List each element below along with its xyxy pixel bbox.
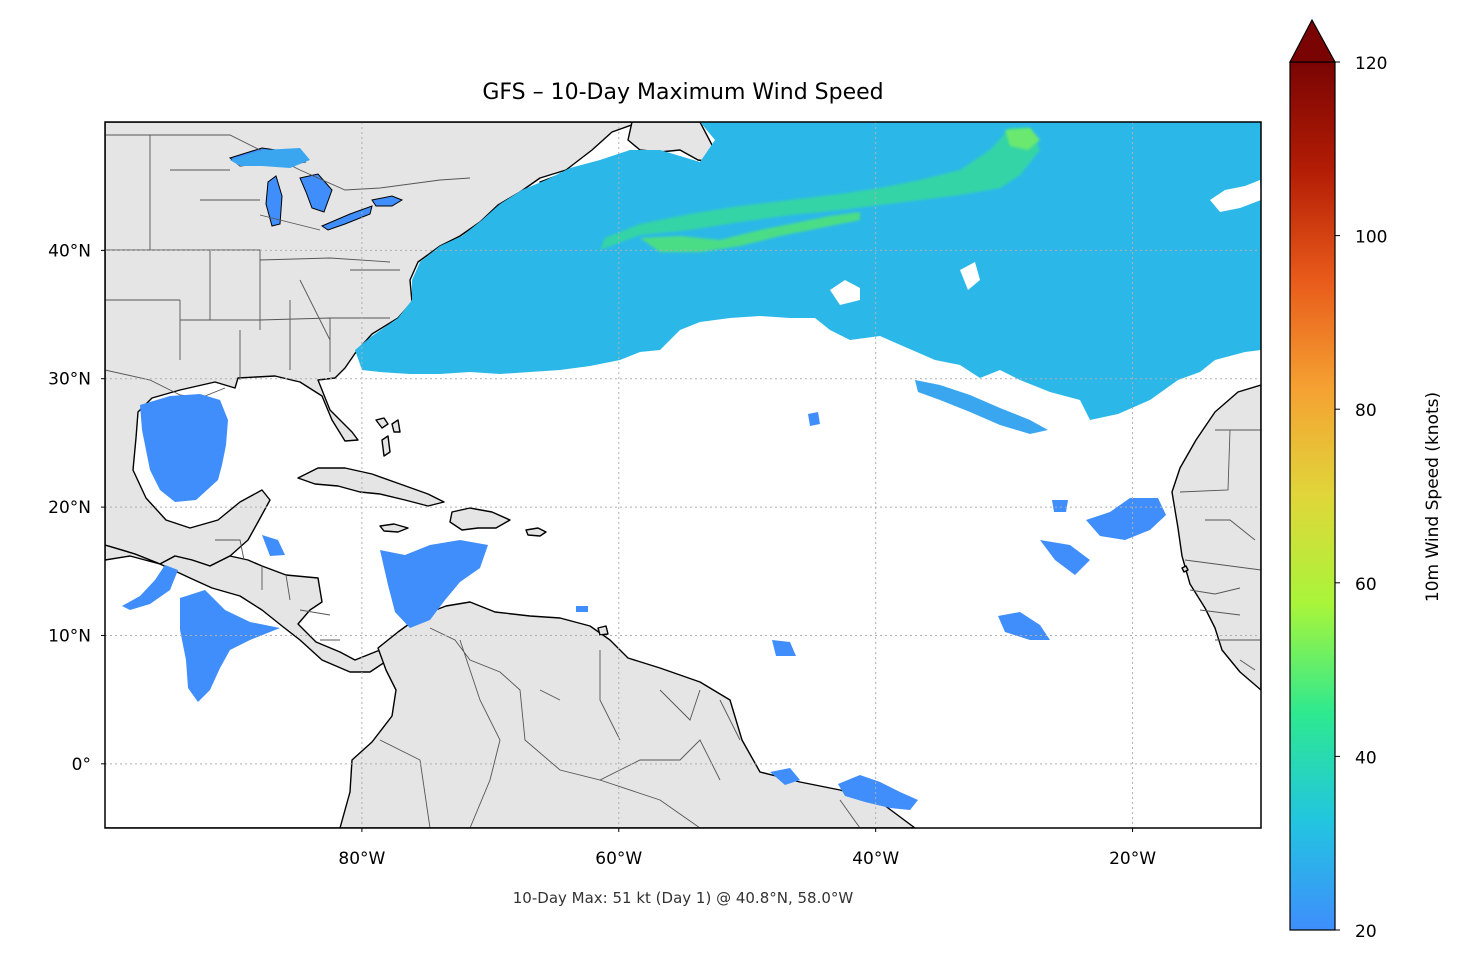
- wind-region-jet-core-2: [640, 212, 860, 252]
- south-america-borders: [379, 627, 861, 828]
- wind-region-atlantic-small-3: [576, 606, 588, 612]
- colorbar-ticks: 20 40 60 80 100 120: [1335, 54, 1387, 942]
- us-mexico-border: [105, 369, 226, 399]
- wind-region-eastern-pacific: [180, 590, 280, 702]
- y-tick-label-0: 40°N: [48, 241, 91, 261]
- wind-region-eastern-tropical-atlantic-2: [1040, 540, 1090, 575]
- wind-region-central-atlantic-dot: [772, 640, 796, 656]
- colorbar-bar: [1289, 61, 1336, 931]
- cuba-island: [297, 467, 445, 507]
- central-america-landmass: [105, 544, 389, 673]
- x-tick-label-1: 60°W: [595, 849, 642, 869]
- africa-borders: [1179, 429, 1261, 671]
- max-wind-annotation: 10-Day Max: 51 kt (Day 1) @ 40.8°N, 58.0…: [513, 889, 854, 907]
- wind-region-north-atlantic-north: [230, 148, 310, 168]
- cape-verde-islands: [1181, 565, 1189, 573]
- wind-region-jet-core-3: [1005, 128, 1040, 150]
- hispaniola-island: [449, 507, 511, 531]
- lake-huron: [299, 173, 333, 213]
- wind-region-peak-wind-maximum: [600, 128, 1040, 250]
- y-tick-label-3: 10°N: [48, 626, 91, 646]
- colorbar-tick-label-4: 100: [1355, 228, 1387, 248]
- wind-region-caribbean: [380, 540, 488, 628]
- wind-region-equatorial-atlantic-2: [770, 768, 800, 785]
- us-canada-border: [105, 134, 471, 191]
- wind-region-central-america-coast: [262, 535, 285, 556]
- colorbar-tick-label-3: 80: [1355, 401, 1377, 421]
- chart-title: GFS – 10-Day Maximum Wind Speed: [482, 80, 883, 105]
- wind-field-gaps: [830, 180, 1261, 305]
- wind-region-mid-atlantic-patch: [998, 612, 1050, 640]
- map-area: [105, 122, 1261, 828]
- colorbar-label: 10m Wind Speed (knots): [1423, 392, 1443, 602]
- wind-region-atlantic-small-1: [808, 412, 820, 426]
- colorbar-tick-label-0: 20: [1355, 922, 1377, 942]
- colorbar: 20 40 60 80 100 120 10m Wind Speed (knots): [1289, 18, 1443, 942]
- africa-landmass: [1171, 384, 1261, 691]
- wind-region-north-atlantic-tail: [915, 380, 1048, 434]
- wind-gap-northeast: [1210, 180, 1261, 212]
- colorbar-tick-label-1: 40: [1355, 748, 1377, 768]
- x-tick-label-3: 20°W: [1109, 849, 1156, 869]
- wind-region-atlantic-small-2: [1052, 500, 1068, 512]
- lake-ontario: [371, 195, 404, 207]
- bahamas-island: [375, 417, 401, 457]
- wind-region-eastern-pacific-west: [122, 565, 178, 610]
- wind-speed-field: [122, 122, 1261, 810]
- wind-region-north-atlantic-jet: [355, 122, 1261, 420]
- wind-region-equatorial-atlantic: [838, 775, 918, 810]
- puerto-rico-island: [525, 527, 547, 537]
- wind-region-gulf-of-mexico: [140, 394, 228, 502]
- wind-gap-east: [960, 262, 980, 290]
- y-tick-label-1: 30°N: [48, 370, 91, 390]
- colorbar-extend-arrow: [1289, 18, 1337, 63]
- x-tick-label-0: 80°W: [338, 849, 385, 869]
- y-tick-label-2: 20°N: [48, 498, 91, 518]
- lake-erie: [320, 205, 373, 231]
- x-tick-label-2: 40°W: [852, 849, 899, 869]
- jamaica-island: [379, 523, 409, 533]
- central-america-borders: [215, 539, 340, 641]
- x-axis-tick-labels: 80°W 60°W 40°W 20°W: [338, 828, 1156, 869]
- colorbar-tick-label-2: 60: [1355, 575, 1377, 595]
- country-borders: [105, 134, 1261, 828]
- wind-gap-central: [830, 280, 860, 305]
- north-america-landmass: [105, 122, 641, 567]
- trinidad-island: [597, 625, 609, 636]
- colorbar-tick-label-5: 120: [1355, 54, 1387, 74]
- south-america-landmass: [105, 601, 916, 828]
- map-frame: [104, 121, 1262, 829]
- wind-region-eastern-tropical-atlantic: [1086, 498, 1166, 540]
- lake-michigan: [265, 175, 283, 227]
- newfoundland-landmass: [627, 122, 713, 163]
- y-tick-label-4: 0°: [72, 755, 91, 775]
- y-axis-tick-labels: 40°N 30°N 20°N 10°N 0°: [48, 241, 105, 775]
